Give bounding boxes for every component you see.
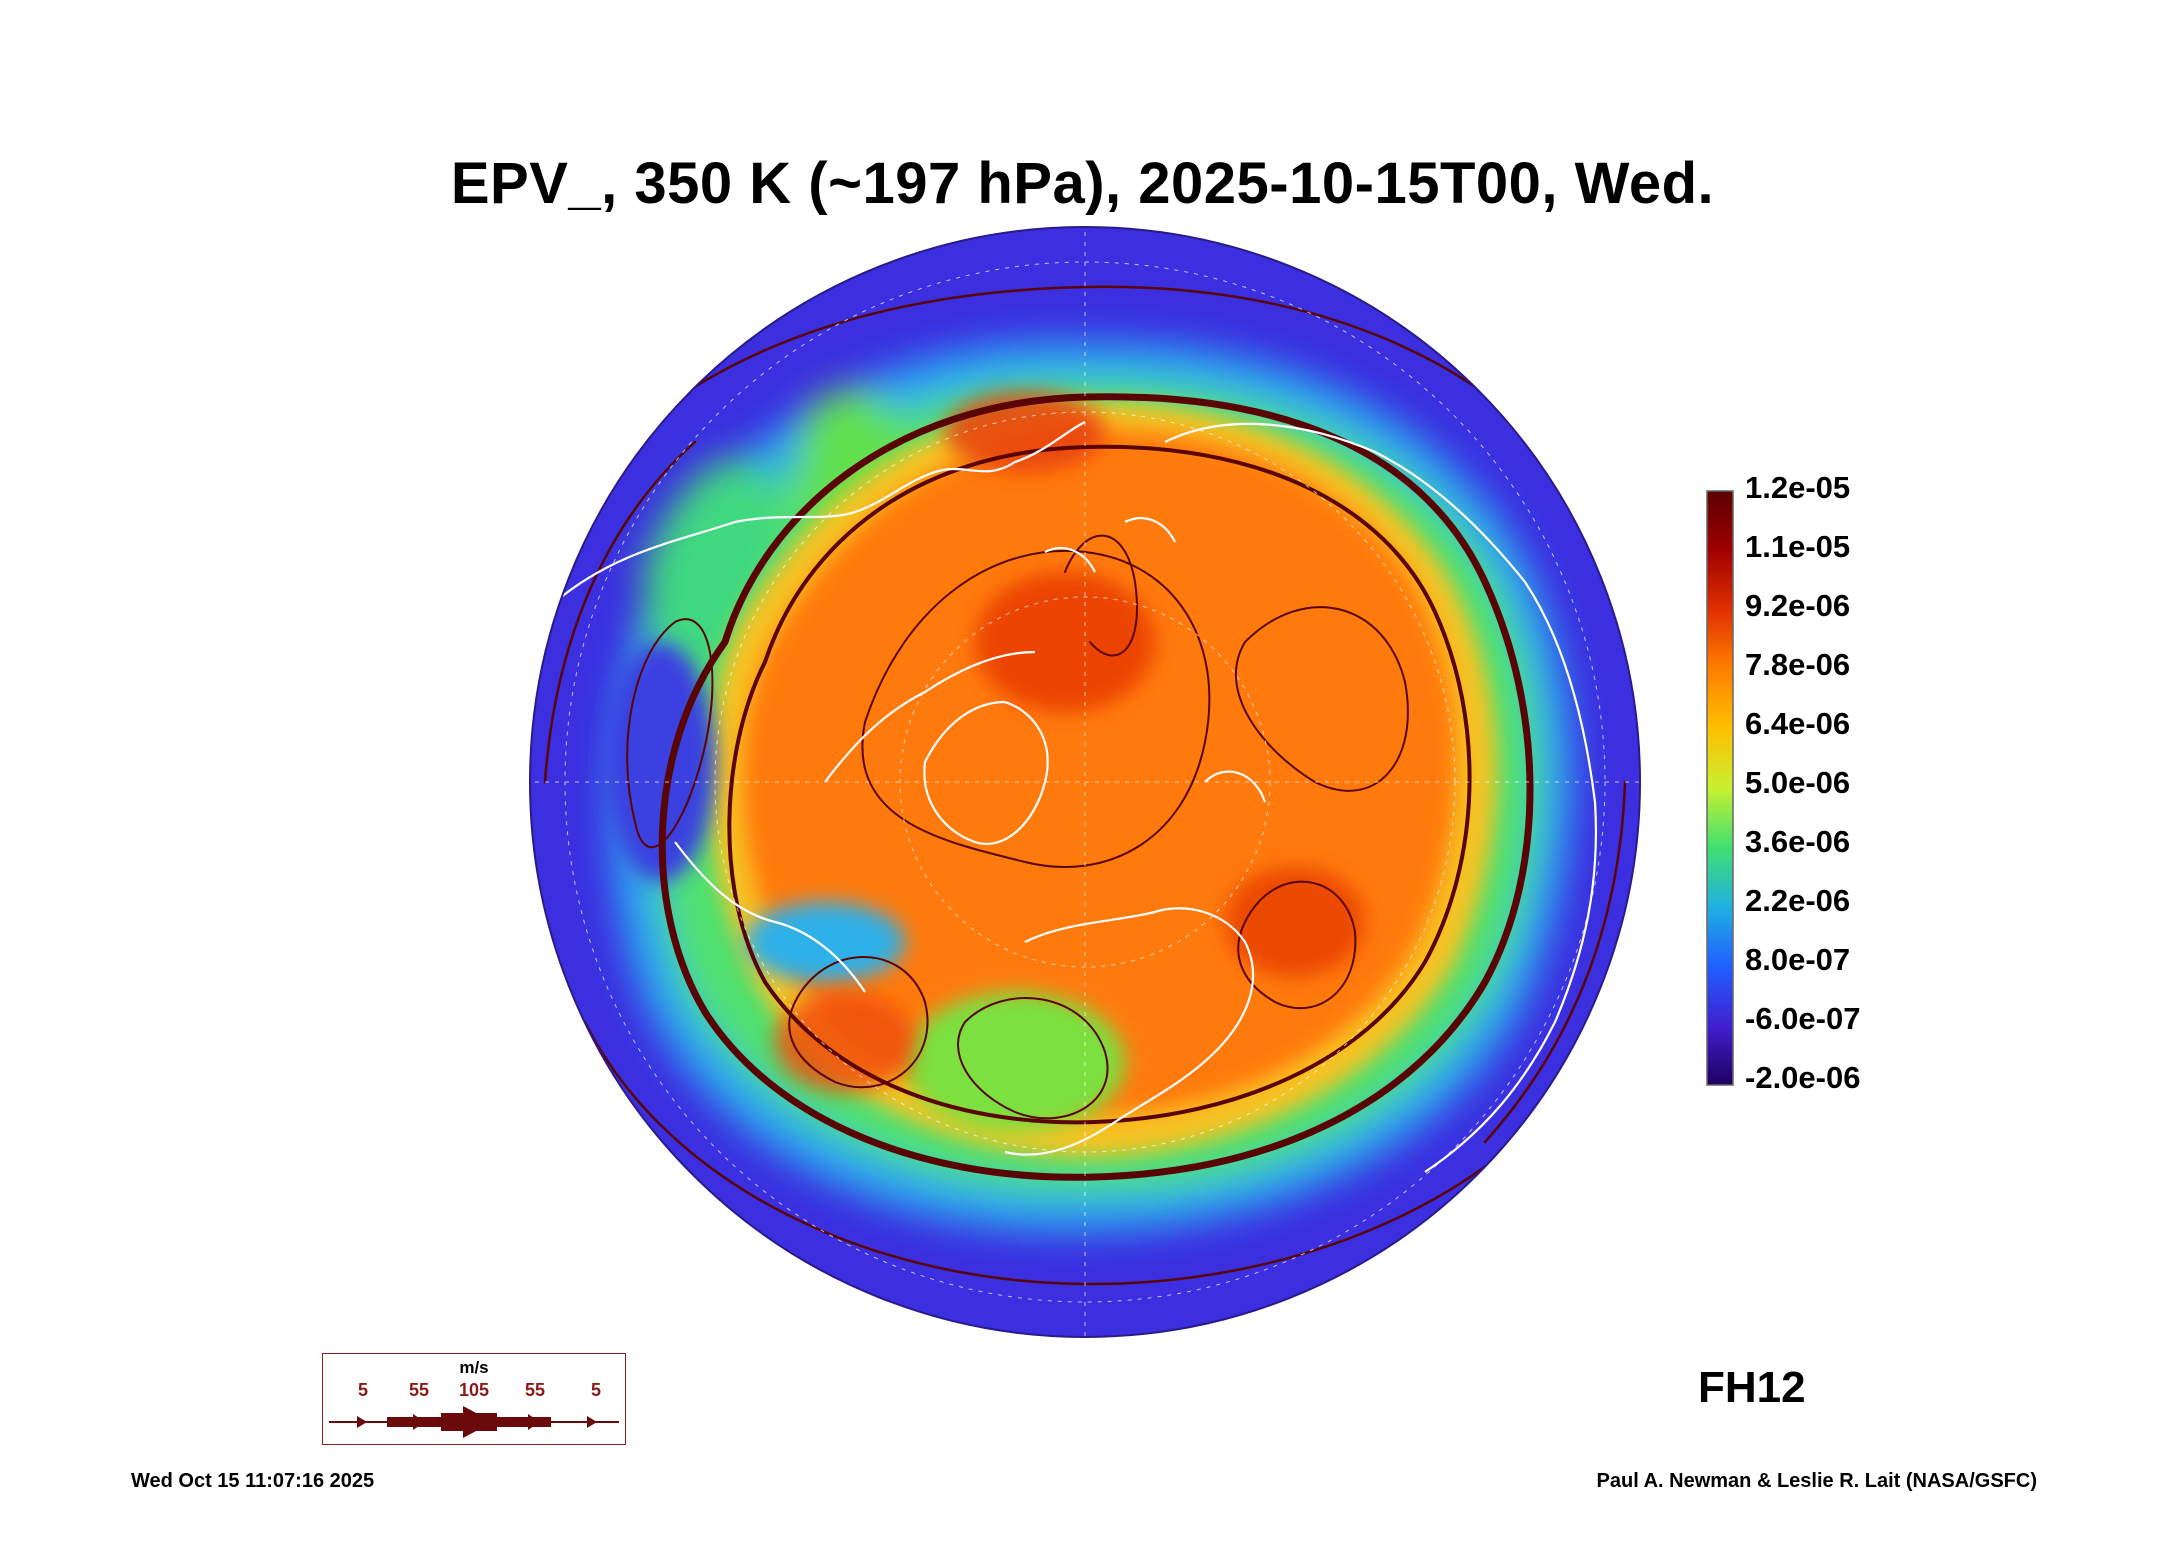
wind-arrow-head [528,1414,540,1430]
colorbar-label: 1.2e-05 [1745,470,1850,506]
wind-legend-unit: m/s [323,1358,625,1378]
wind-legend-arrow [323,1404,625,1440]
colorbar-label: -6.0e-07 [1745,1001,1860,1037]
wind-arrow-head [463,1406,493,1438]
wind-band-55b [497,1417,551,1427]
colorbar-label: 7.8e-06 [1745,647,1850,683]
colorbar-gradient [1707,491,1733,1085]
colorbar-label: 6.4e-06 [1745,706,1850,742]
colorbar [1706,490,1738,1086]
wind-legend-value: 105 [459,1380,489,1401]
wind-legend-value: 5 [358,1380,368,1401]
colorbar-label: 8.0e-07 [1745,942,1850,978]
wind-arrow-head [413,1414,425,1430]
colorbar-label: 2.2e-06 [1745,883,1850,919]
map-title: EPV_, 350 K (~197 hPa), 2025-10-15T00, W… [0,150,2165,217]
wind-arrow-head [357,1416,367,1428]
credits: Paul A. Newman & Leslie R. Lait (NASA/GS… [1597,1470,2037,1493]
forecast-hour-label: FH12 [1698,1363,1806,1413]
field-peak-3 [775,992,915,1092]
wind-legend-value: 55 [409,1380,429,1401]
field-atlantic-green [745,902,905,982]
wind-legend-value: 55 [525,1380,545,1401]
wind-speed-legend: m/s 5 55 105 55 5 [322,1353,626,1445]
wind-legend-value: 5 [591,1380,601,1401]
field-peak-1 [975,572,1155,712]
colorbar-label: -2.0e-06 [1745,1060,1860,1096]
wind-arrow-head [587,1416,597,1428]
colorbar-label: 3.6e-06 [1745,824,1850,860]
colorbar-label: 9.2e-06 [1745,588,1850,624]
colorbar-label: 1.1e-05 [1745,529,1850,565]
timestamp: Wed Oct 15 11:07:16 2025 [131,1470,374,1493]
polar-map [525,222,1645,1342]
colorbar-label: 5.0e-06 [1745,765,1850,801]
